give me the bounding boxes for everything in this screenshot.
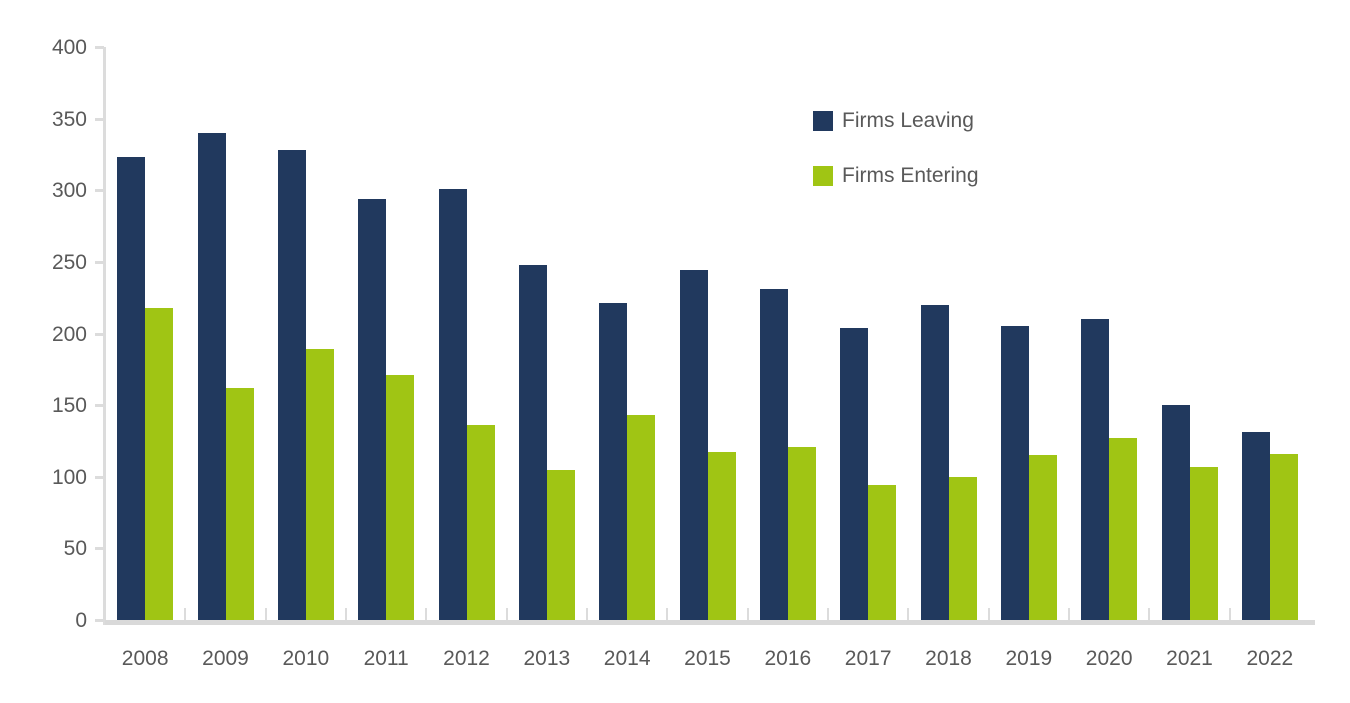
legend: Firms Leaving Firms Entering <box>813 108 979 218</box>
bar-firms-leaving-2020 <box>1081 319 1110 620</box>
bar-firms-leaving-2018 <box>920 304 949 620</box>
bar-firms-leaving-2021 <box>1161 405 1190 620</box>
x-axis-tick-9 <box>827 608 829 620</box>
x-axis-label-2016: 2016 <box>764 647 812 670</box>
bar-firms-entering-2014 <box>627 415 656 620</box>
x-axis-label-2011: 2011 <box>363 647 409 670</box>
x-axis-label-2013: 2013 <box>523 647 571 670</box>
firms-entering-legend-label: Firms Entering <box>842 164 979 187</box>
firms-leaving-legend-label: Firms Leaving <box>842 109 974 132</box>
bar-firms-leaving-2012 <box>438 188 467 620</box>
x-axis-label-2009: 2009 <box>202 647 249 670</box>
x-axis-tick-7 <box>666 608 669 620</box>
x-axis-tick-11 <box>987 608 990 620</box>
bar-firms-entering-2008 <box>145 307 174 620</box>
x-axis-label-2018: 2018 <box>925 647 972 670</box>
x-axis-tick-10 <box>907 608 910 620</box>
x-axis-label-2020: 2020 <box>1085 647 1133 670</box>
bar-firms-entering-2010 <box>305 349 334 620</box>
bar-firms-entering-2021 <box>1189 466 1218 620</box>
x-axis-label-2021: 2021 <box>1166 647 1213 670</box>
y-tick-350 <box>95 117 104 121</box>
x-axis-tick-5 <box>505 608 508 620</box>
bar-firms-entering-2020 <box>1109 438 1138 620</box>
y-tick-label-400: 400 <box>51 36 87 59</box>
x-axis-label-2017: 2017 <box>844 647 892 670</box>
bar-firms-entering-2019 <box>1028 455 1057 620</box>
bar-firms-entering-2017 <box>868 485 897 620</box>
bar-firms-leaving-2009 <box>197 132 226 620</box>
firms-entering-swatch <box>813 166 833 186</box>
x-axis-label-2015: 2015 <box>684 647 731 670</box>
y-tick-label-250: 250 <box>51 250 87 274</box>
y-tick-400 <box>95 46 104 49</box>
bar-firms-leaving-2016 <box>759 289 788 620</box>
x-axis-tick-8 <box>746 608 749 620</box>
legend-item-firms-leaving: Firms Leaving <box>813 108 979 134</box>
bar-firms-entering-2015 <box>707 452 736 620</box>
legend-item-firms-entering: Firms Entering <box>813 163 979 189</box>
bar-firms-entering-2022 <box>1269 453 1298 620</box>
y-axis-line <box>103 47 106 625</box>
y-tick-label-100: 100 <box>51 465 87 489</box>
x-axis-label-2019: 2019 <box>1005 647 1053 670</box>
x-axis-label-2008: 2008 <box>121 647 169 670</box>
bar-firms-entering-2018 <box>948 476 977 620</box>
bar-firms-leaving-2022 <box>1241 432 1270 620</box>
bar-firms-leaving-2011 <box>358 198 387 620</box>
x-axis-baseline <box>105 620 1315 625</box>
firms-leaving-swatch <box>813 111 833 131</box>
bar-firms-leaving-2019 <box>1000 326 1029 620</box>
y-tick-0 <box>95 619 104 622</box>
x-axis-tick-3 <box>345 608 347 620</box>
bar-firms-leaving-2017 <box>840 327 869 620</box>
y-tick-200 <box>95 332 104 336</box>
x-axis-tick-14 <box>1228 608 1231 620</box>
bar-firms-entering-2016 <box>787 446 816 620</box>
y-tick-label-200: 200 <box>51 322 87 346</box>
y-tick-label-350: 350 <box>51 107 87 131</box>
bar-firms-leaving-2014 <box>599 303 628 620</box>
x-axis-tick-1 <box>184 608 187 620</box>
x-axis-tick-2 <box>264 608 267 620</box>
bar-firms-leaving-2010 <box>277 150 306 620</box>
x-axis-label-2012: 2012 <box>443 647 490 670</box>
x-axis-tick-12 <box>1068 608 1070 620</box>
bar-firms-entering-2011 <box>386 375 415 620</box>
bar-firms-leaving-2013 <box>518 264 547 620</box>
bar-firms-entering-2013 <box>546 469 575 620</box>
bar-firms-entering-2009 <box>225 387 254 620</box>
x-axis-label-2010: 2010 <box>282 647 330 670</box>
y-tick-250 <box>95 260 104 264</box>
x-axis-tick-6 <box>586 608 588 620</box>
y-tick-label-300: 300 <box>51 179 87 203</box>
bar-firms-leaving-2008 <box>117 157 146 620</box>
y-tick-label-150: 150 <box>51 394 87 418</box>
y-tick-label-0: 0 <box>75 609 87 632</box>
y-tick-150 <box>95 404 104 408</box>
bar-firms-entering-2012 <box>466 425 495 620</box>
y-tick-100 <box>95 475 104 479</box>
x-axis-label-2022: 2022 <box>1246 647 1294 670</box>
x-axis-tick-13 <box>1148 608 1151 620</box>
bar-firms-leaving-2015 <box>679 270 708 620</box>
x-axis-tick-4 <box>425 608 428 620</box>
y-tick-300 <box>95 189 104 193</box>
y-tick-label-50: 50 <box>63 537 87 561</box>
x-axis-label-2014: 2014 <box>603 647 651 670</box>
y-tick-50 <box>95 547 104 551</box>
